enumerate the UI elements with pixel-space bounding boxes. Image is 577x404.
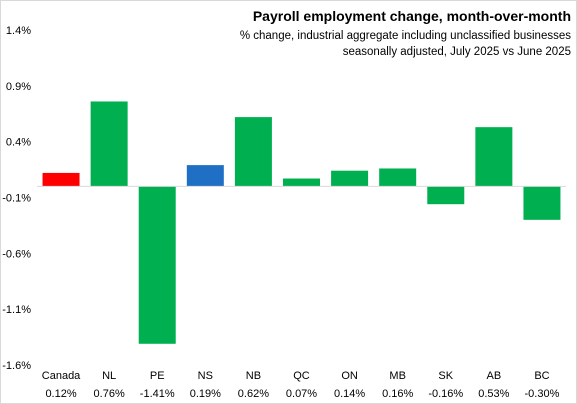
value-label: 0.16%: [382, 388, 413, 400]
bar-mb: [379, 168, 417, 187]
bar-pe: [138, 186, 176, 344]
chart-subtitle-line-1: % change, industrial aggregate including…: [239, 30, 571, 42]
category-label: AB: [487, 370, 502, 382]
bar-bc: [523, 186, 561, 220]
category-label: BC: [534, 370, 549, 382]
bar-ab: [475, 127, 513, 187]
y-tick-label: -0.6%: [2, 248, 31, 260]
category-label: QC: [293, 370, 310, 382]
bar-nb: [234, 117, 272, 187]
value-label: 0.62%: [238, 388, 269, 400]
y-tick-label: -1.6%: [2, 360, 31, 372]
bar-ns: [186, 165, 224, 187]
y-tick-label: 0.9%: [6, 81, 31, 93]
bar-canada: [42, 172, 80, 187]
value-label: 0.14%: [334, 388, 365, 400]
chart-subtitle-line-2: seasonally adjusted, July 2025 vs June 2…: [342, 46, 571, 58]
bar-nl: [90, 101, 128, 187]
value-label: 0.19%: [190, 388, 221, 400]
category-label: MB: [389, 370, 406, 382]
value-label: -0.16%: [428, 388, 463, 400]
category-label: SK: [438, 370, 453, 382]
bar-on: [331, 170, 369, 187]
category-label: Canada: [42, 370, 81, 382]
category-label: NS: [198, 370, 213, 382]
y-tick-label: -1.1%: [2, 304, 31, 316]
value-label: 0.53%: [478, 388, 509, 400]
value-label: -0.30%: [525, 388, 560, 400]
category-label: NL: [102, 370, 116, 382]
y-tick-label: 0.4%: [6, 137, 31, 149]
y-tick-label: -0.1%: [2, 193, 31, 205]
bar-qc: [283, 178, 320, 187]
value-label: 0.07%: [286, 388, 317, 400]
category-label: ON: [341, 370, 358, 382]
chart-title: Payroll employment change, month-over-mo…: [252, 8, 571, 24]
bar-sk: [427, 186, 465, 205]
value-label: 0.12%: [45, 388, 76, 400]
category-label: PE: [150, 370, 165, 382]
value-label: 0.76%: [94, 388, 125, 400]
value-label: -1.41%: [140, 388, 175, 400]
y-tick-label: 1.4%: [6, 25, 31, 37]
category-label: NB: [246, 370, 261, 382]
